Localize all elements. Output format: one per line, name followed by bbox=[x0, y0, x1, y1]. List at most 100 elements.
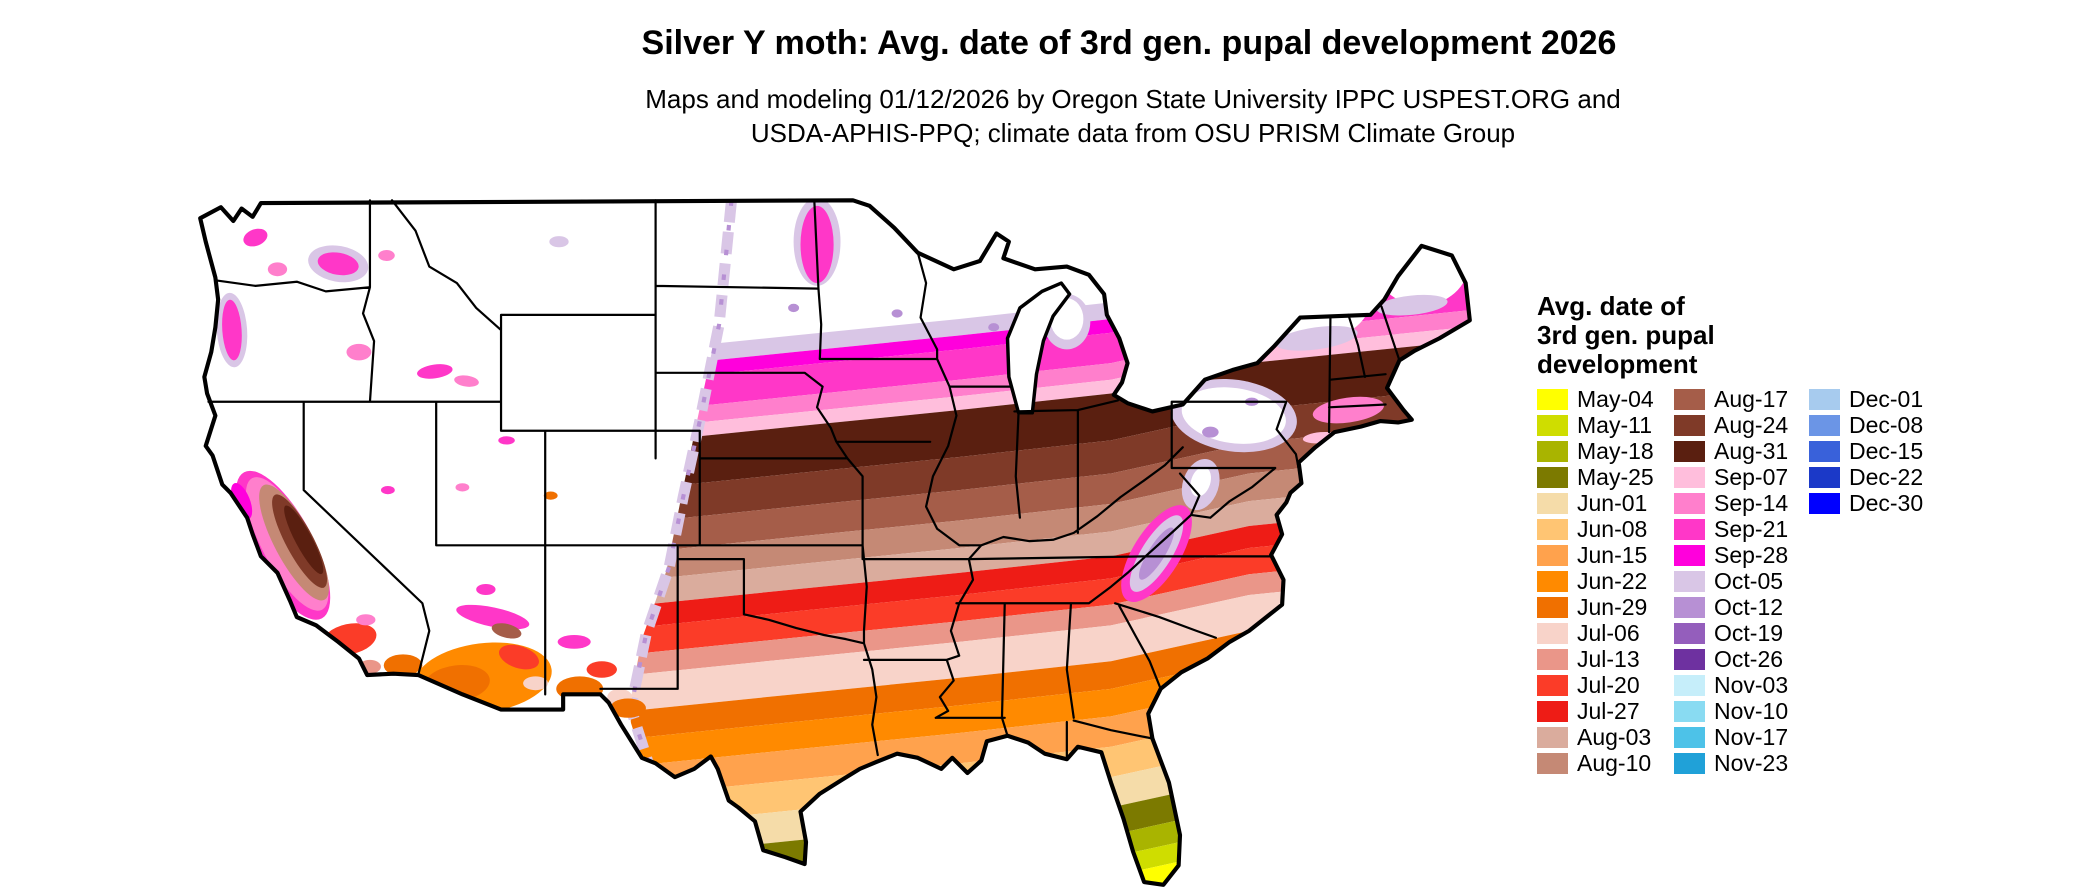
map-patch-Sep-14 bbox=[356, 614, 376, 626]
legend-entry: Jul-13 bbox=[1537, 646, 1674, 672]
map-patch-Jun-29 bbox=[610, 698, 646, 718]
figure-title: Silver Y moth: Avg. date of 3rd gen. pup… bbox=[641, 24, 1617, 62]
legend-entry: Aug-10 bbox=[1537, 750, 1674, 776]
map-patch-Oct-12 bbox=[988, 323, 1000, 332]
legend-label: Aug-17 bbox=[1714, 385, 1789, 412]
legend-label: Aug-24 bbox=[1714, 411, 1789, 438]
legend-label: Aug-03 bbox=[1577, 723, 1652, 750]
map-patch-Oct-05 bbox=[1376, 294, 1448, 316]
map-patch-Oct-12 bbox=[1202, 426, 1219, 438]
legend-entry: Jul-20 bbox=[1537, 672, 1674, 698]
legend-label: Dec-01 bbox=[1849, 385, 1924, 412]
legend-entry: Aug-03 bbox=[1537, 724, 1674, 750]
legend-label: Jul-13 bbox=[1577, 645, 1640, 672]
legend-label: Nov-10 bbox=[1714, 697, 1789, 724]
legend-label: Sep-21 bbox=[1714, 515, 1789, 542]
legend-swatch bbox=[1537, 466, 1568, 488]
legend-entry: Jul-06 bbox=[1537, 620, 1674, 646]
map-patch-Sep-21 bbox=[317, 252, 359, 276]
legend-columns: May-04 May-11 May-18 May-25 Jun-01 Jun-08 Jun-… bbox=[1537, 386, 1923, 776]
map-patch-Aug-31 bbox=[284, 505, 324, 575]
map-patch-Oct-12 bbox=[1188, 345, 1200, 354]
state-borders bbox=[207, 199, 1401, 759]
us-outline bbox=[198, 198, 1472, 887]
legend-swatch bbox=[1537, 570, 1568, 592]
legend-label: Sep-07 bbox=[1714, 463, 1789, 490]
legend-swatch bbox=[1537, 726, 1568, 748]
legend-entry: Oct-12 bbox=[1674, 594, 1809, 620]
lake-michigan bbox=[1005, 281, 1072, 415]
legend-entry: Oct-05 bbox=[1674, 568, 1809, 594]
legend-column: Dec-01 Dec-08 Dec-15 Dec-22 Dec-30 bbox=[1809, 386, 1923, 776]
map-patch-Sep-14 bbox=[454, 375, 479, 387]
map-patch-Oct-05 bbox=[549, 236, 569, 248]
legend-swatch bbox=[1674, 414, 1705, 436]
legend-label: Oct-26 bbox=[1714, 645, 1784, 672]
legend-entry: May-25 bbox=[1537, 464, 1674, 490]
legend-entry: Jun-29 bbox=[1537, 594, 1674, 620]
legend-entry: Sep-07 bbox=[1674, 464, 1809, 490]
legend-title-line-2: 3rd gen. pupal bbox=[1537, 320, 1715, 350]
subtitle-line-2: USDA-APHIS-PPQ; climate data from OSU PR… bbox=[750, 118, 1516, 148]
map-patch-Sep-28 bbox=[231, 482, 253, 520]
map-patch-Jul-20 bbox=[586, 661, 617, 678]
legend-entry: Jul-27 bbox=[1537, 698, 1674, 724]
legend-entry: Nov-03 bbox=[1674, 672, 1809, 698]
legend-swatch bbox=[1674, 466, 1705, 488]
map-patch-Jul-20 bbox=[498, 644, 539, 670]
legend-label: Jun-08 bbox=[1577, 515, 1648, 542]
legend-label: Dec-15 bbox=[1849, 437, 1924, 464]
legend-swatch bbox=[1537, 700, 1568, 722]
map-band-Aug-24 bbox=[630, 381, 1470, 524]
legend-label: Jul-06 bbox=[1577, 619, 1640, 646]
map-band-Sep-07 bbox=[630, 320, 1470, 444]
legend-swatch bbox=[1809, 414, 1840, 436]
legend-label: Jun-29 bbox=[1577, 593, 1648, 620]
legend-swatch bbox=[1537, 674, 1568, 696]
legend-label: Dec-30 bbox=[1849, 489, 1924, 516]
legend-label: Aug-31 bbox=[1714, 437, 1789, 464]
legend-label: May-04 bbox=[1577, 385, 1654, 412]
legend-swatch bbox=[1674, 440, 1705, 462]
legend-label: Nov-23 bbox=[1714, 749, 1789, 776]
legend-entry: Nov-10 bbox=[1674, 698, 1809, 724]
legend-entry: May-04 bbox=[1537, 386, 1674, 412]
map-patch-Sep-21 bbox=[476, 583, 496, 595]
legend-swatch bbox=[1537, 596, 1568, 618]
legend-swatch bbox=[1674, 648, 1705, 670]
subtitle-line-1: Maps and modeling 01/12/2026 by Oregon S… bbox=[645, 84, 1621, 114]
legend-label: Jul-20 bbox=[1577, 671, 1640, 698]
map-patch-Sep-21 bbox=[222, 299, 242, 361]
legend-swatch bbox=[1537, 440, 1568, 462]
legend-entry: May-11 bbox=[1537, 412, 1674, 438]
legend-title-line-1: Avg. date of bbox=[1537, 291, 1685, 321]
legend-swatch bbox=[1537, 492, 1568, 514]
legend-entry: Aug-17 bbox=[1674, 386, 1809, 412]
map-patch-Sep-21 bbox=[456, 604, 530, 630]
map-patch-Sep-21 bbox=[380, 485, 395, 495]
legend-swatch bbox=[1674, 622, 1705, 644]
map-patch-Oct-12 bbox=[788, 303, 800, 313]
legend-entry: Jun-08 bbox=[1537, 516, 1674, 542]
legend-entry: May-18 bbox=[1537, 438, 1674, 464]
legend: Avg. date of 3rd gen. pupal development … bbox=[1537, 291, 2097, 776]
transition-fringe-lavender bbox=[625, 200, 737, 771]
legend-label: Nov-17 bbox=[1714, 723, 1789, 750]
map-patch-Oct-05 bbox=[1275, 325, 1358, 351]
legend-swatch bbox=[1674, 700, 1705, 722]
legend-swatch bbox=[1674, 752, 1705, 774]
legend-entry: Dec-08 bbox=[1809, 412, 1923, 438]
legend-swatch bbox=[1809, 388, 1840, 410]
map-patch-Sep-21 bbox=[557, 635, 591, 649]
legend-swatch bbox=[1809, 440, 1840, 462]
legend-swatch bbox=[1809, 466, 1840, 488]
legend-entry: Jun-22 bbox=[1537, 568, 1674, 594]
legend-entry: Nov-23 bbox=[1674, 750, 1809, 776]
legend-swatch bbox=[1537, 752, 1568, 774]
legend-entry: Sep-21 bbox=[1674, 516, 1809, 542]
legend-swatch bbox=[1537, 414, 1568, 436]
legend-swatch bbox=[1674, 726, 1705, 748]
legend-label: Jun-22 bbox=[1577, 567, 1648, 594]
map-band-Aug-17 bbox=[630, 414, 1470, 554]
